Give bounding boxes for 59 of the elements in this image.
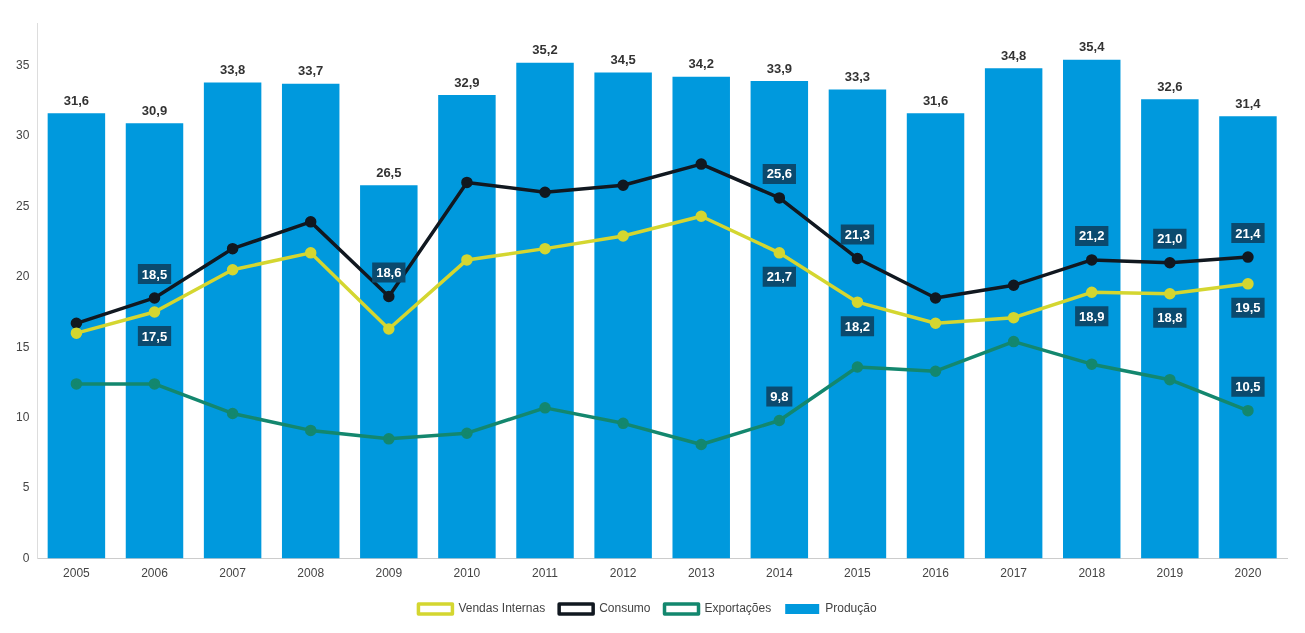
legend-label: Produção	[825, 601, 877, 616]
data-label: 31,6	[922, 92, 949, 108]
x-tick-label: 2010	[453, 566, 481, 581]
x-tick-label: 2013	[687, 566, 715, 581]
data-label: 18,5	[141, 266, 168, 282]
x-tick-label: 2016	[922, 566, 950, 581]
data-label: 21,0	[1157, 231, 1183, 247]
data-label: 18,8	[1157, 310, 1183, 326]
data-label: 21,7	[766, 269, 792, 285]
data-label: 18,2	[844, 318, 871, 334]
y-tick-label: 30	[15, 128, 30, 143]
data-label: 32,9	[454, 74, 480, 90]
data-label: 18,9	[1079, 308, 1105, 324]
data-label: 33,8	[219, 61, 246, 77]
data-label: 18,6	[376, 265, 402, 281]
x-tick-label: 2015	[844, 566, 872, 581]
legend-label: Exportações	[704, 601, 772, 616]
x-tick-label: 2009	[375, 566, 403, 581]
data-label: 33,9	[766, 60, 792, 76]
y-tick-label: 5	[22, 480, 30, 495]
data-label: 34,2	[688, 56, 714, 72]
data-label: 32,6	[1157, 78, 1183, 94]
legend-label: Consumo	[599, 601, 651, 616]
x-tick-label: 2017	[1000, 566, 1028, 581]
data-label: 35,2	[532, 42, 558, 58]
data-label: 33,3	[844, 69, 871, 84]
data-label: 17,5	[141, 328, 168, 344]
y-tick-label: 25	[15, 198, 30, 213]
data-label: 35,4	[1079, 39, 1106, 55]
data-label: 21,2	[1079, 228, 1105, 244]
x-tick-label: 2018	[1078, 566, 1106, 581]
data-label: 21,4	[1235, 225, 1262, 241]
x-tick-label: 2006	[141, 566, 169, 581]
data-label: 25,6	[766, 166, 792, 182]
y-tick-label: 15	[15, 339, 30, 354]
x-tick-label: 2020	[1234, 566, 1262, 581]
data-label: 19,5	[1235, 300, 1261, 316]
x-tick-label: 2014	[765, 566, 793, 581]
data-label: 30,9	[141, 102, 168, 118]
legend-label: Vendas Internas	[458, 601, 546, 616]
x-tick-label: 2005	[63, 566, 91, 581]
x-tick-label: 2019	[1156, 566, 1184, 581]
y-tick-label: 35	[15, 57, 30, 72]
data-label: 21,3	[844, 227, 871, 243]
data-label: 33,7	[298, 63, 324, 79]
x-tick-label: 2008	[297, 566, 325, 581]
x-tick-label: 2012	[609, 566, 637, 581]
data-label: 31,4	[1235, 95, 1262, 111]
x-tick-label: 2007	[219, 566, 247, 581]
data-label: 9,8	[770, 389, 789, 405]
data-label: 34,5	[610, 52, 636, 68]
data-label: 10,5	[1235, 379, 1261, 395]
y-tick-label: 10	[15, 410, 30, 425]
y-tick-label: 20	[15, 269, 30, 284]
y-tick-label: 0	[22, 550, 30, 565]
data-label: 26,5	[376, 164, 402, 180]
data-label: 31,6	[63, 92, 90, 108]
data-label: 34,8	[1000, 47, 1027, 63]
x-tick-label: 2011	[532, 566, 559, 581]
